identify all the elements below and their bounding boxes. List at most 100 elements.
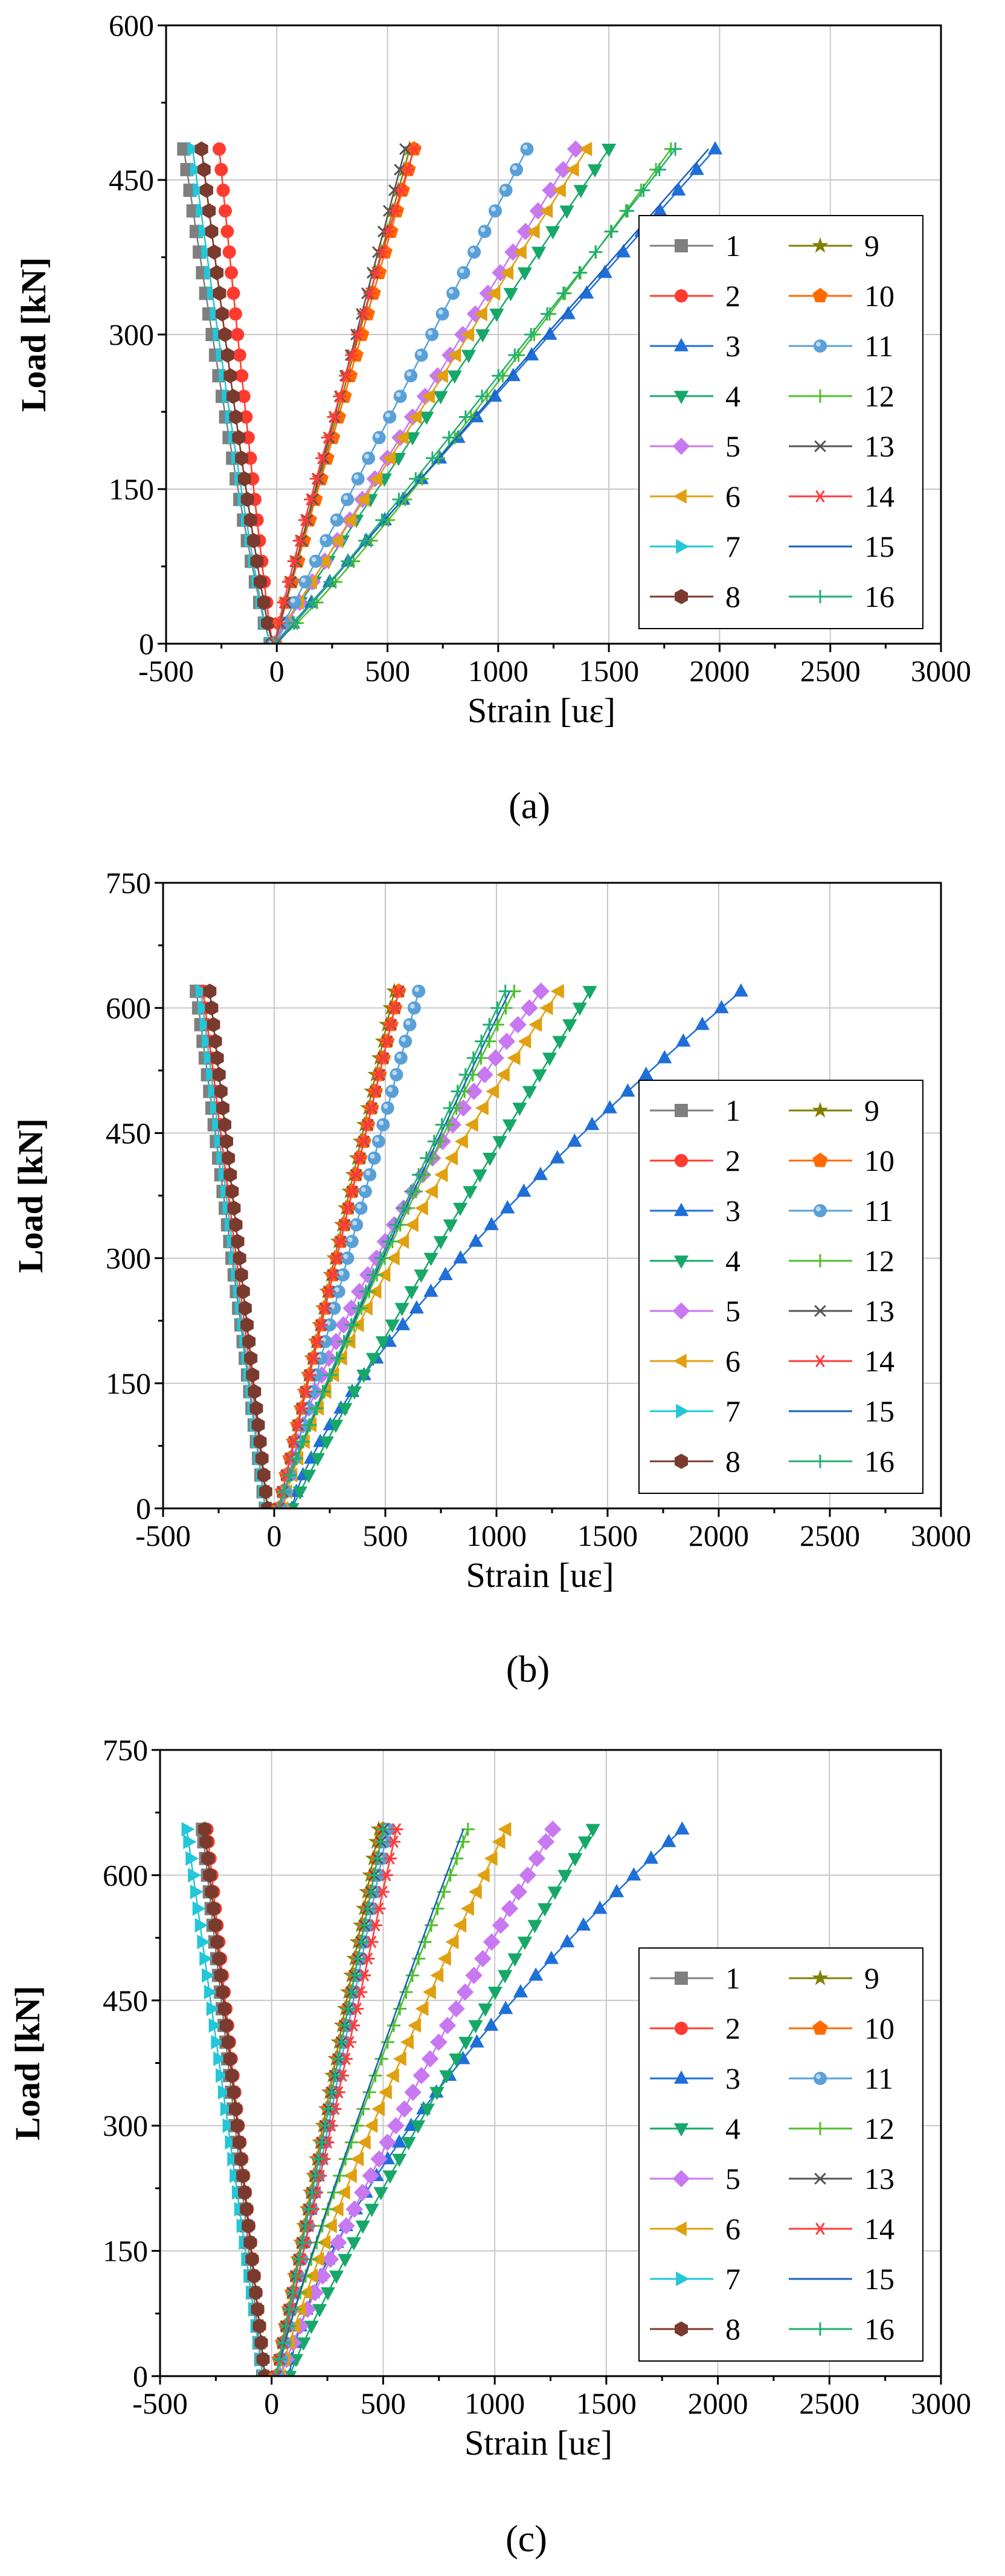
data-point [222,245,236,259]
data-point [358,1185,372,1199]
legend-entry-2: 2 [650,279,740,313]
data-point [223,2051,237,2067]
data-point [466,1051,480,1065]
data-point [592,1900,608,1914]
data-point [483,1933,501,1951]
data-point [247,533,260,548]
data-point [414,1200,428,1216]
legend-label: 2 [725,279,740,313]
data-point [283,1468,297,1482]
data-point [669,142,682,156]
data-point [390,1068,403,1081]
legend-label: 7 [725,2262,740,2296]
data-point [310,1453,326,1467]
data-point [220,1133,234,1149]
data-point [451,1085,464,1098]
data-point [394,1051,408,1065]
data-point [333,390,347,403]
legend-marker [675,1453,688,1469]
data-point [652,203,668,216]
data-point [291,1418,305,1432]
data-point [200,182,213,198]
data-point [314,1318,328,1331]
data-point [361,1902,374,1915]
data-point [661,1833,676,1847]
data-point [383,410,397,424]
data-point [250,553,264,569]
data-point [321,431,335,444]
x-tick-label: 1500 [579,654,639,688]
data-point [507,1050,521,1066]
legend-box [638,1947,923,2362]
data-point [392,2153,407,2167]
data-point [567,140,585,158]
legend-entry-8: 8 [650,2312,740,2346]
data-point [337,1334,351,1348]
data-point [329,2270,344,2284]
data-point [357,1135,371,1148]
data-point [392,985,406,998]
data-point [345,1185,359,1198]
data-point [214,1967,228,1983]
legend-label: 8 [725,2312,740,2346]
data-point [220,225,234,239]
data-point [235,369,249,383]
data-point [367,1868,381,1882]
x-tick-label: 0 [267,1519,282,1552]
series-8 [197,1821,272,2376]
legend-label: 14 [864,2212,894,2246]
data-point-highlight [374,1137,379,1142]
data-point [498,1822,512,1837]
data-point [393,2002,407,2016]
data-point [298,513,312,527]
data-point [394,1302,409,1316]
data-point [210,1050,224,1066]
data-point [453,1250,468,1264]
data-point [434,368,448,383]
data-point-highlight [409,1004,415,1009]
legend-label: 12 [864,1244,894,1278]
data-point [384,1018,398,1031]
data-point [205,1884,219,1900]
data-point [309,472,323,485]
data-point [461,350,477,364]
data-point [445,1934,459,1950]
data-point [235,450,248,466]
data-point [478,2003,493,2017]
data-point [498,1033,516,1050]
data-point [344,1318,358,1332]
series-4 [284,985,597,1508]
data-point [460,1901,474,1916]
data-point [257,595,271,610]
data-point [336,2185,350,2200]
legend-entry-3: 3 [650,1194,740,1228]
data-point [370,2150,388,2168]
data-point [177,142,191,156]
legend-marker [814,1254,827,1267]
data-point [562,1019,577,1033]
data-point [374,2052,388,2066]
legend-marker [676,1403,690,1419]
data-point-highlight [438,309,443,315]
data-point [225,2135,239,2150]
x-tick-label: 1500 [577,1519,638,1552]
data-point [371,1135,385,1149]
data-point-highlight [449,289,454,294]
data-point [269,2369,283,2376]
legend-entry-9: 9 [789,1094,879,1127]
data-point [531,246,547,260]
data-point [375,1336,390,1350]
data-point [474,1034,488,1048]
data-point [356,492,370,507]
legend-marker [814,2322,827,2336]
data-point [456,1983,474,2001]
data-point [228,2101,242,2117]
data-point [382,225,396,238]
data-point-highlight [379,1120,384,1126]
legend-entry-16: 16 [789,580,894,614]
data-point [309,2169,323,2183]
legend-label: 8 [725,1444,740,1478]
data-point [348,1969,362,1982]
